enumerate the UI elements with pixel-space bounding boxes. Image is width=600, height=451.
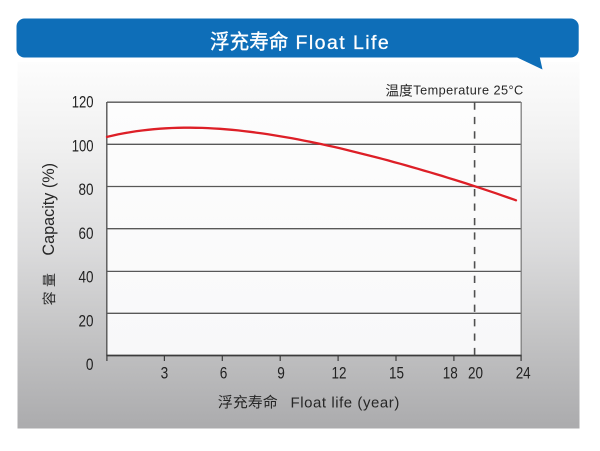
svg-text:100: 100 <box>72 137 94 155</box>
svg-text:6: 6 <box>220 364 228 382</box>
svg-text:80: 80 <box>79 181 94 199</box>
svg-text:Float life (year): Float life (year) <box>291 394 400 411</box>
svg-text:12: 12 <box>332 364 347 382</box>
svg-text:60: 60 <box>79 225 94 243</box>
svg-text:24: 24 <box>516 364 531 382</box>
svg-text:Capacity (%): Capacity (%) <box>40 163 58 256</box>
svg-text:9: 9 <box>277 364 285 382</box>
svg-text:18: 18 <box>443 364 458 382</box>
svg-text:20: 20 <box>79 312 94 330</box>
svg-text:Temperature 25°C: Temperature 25°C <box>413 83 523 97</box>
svg-text:120: 120 <box>72 94 94 112</box>
svg-text:20: 20 <box>468 364 483 382</box>
svg-text:0: 0 <box>86 356 94 374</box>
svg-text:Float Life: Float Life <box>296 32 391 54</box>
svg-text:3: 3 <box>161 364 169 382</box>
svg-text:40: 40 <box>79 269 94 287</box>
svg-text:15: 15 <box>389 364 404 382</box>
